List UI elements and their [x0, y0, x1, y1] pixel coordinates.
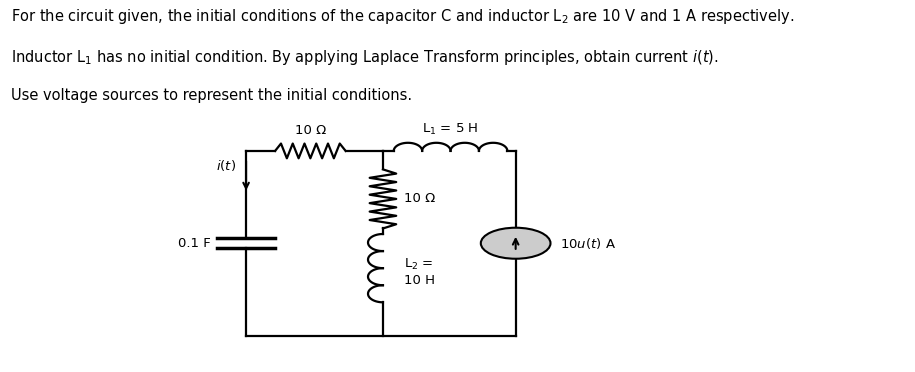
- Circle shape: [480, 228, 551, 259]
- Text: 0.1 F: 0.1 F: [178, 237, 210, 250]
- Text: For the circuit given, the initial conditions of the capacitor C and inductor L$: For the circuit given, the initial condi…: [11, 7, 795, 26]
- Text: Use voltage sources to represent the initial conditions.: Use voltage sources to represent the ini…: [11, 88, 413, 103]
- Text: 10 Ω: 10 Ω: [404, 192, 435, 205]
- Text: L$_2$ =
10 H: L$_2$ = 10 H: [404, 257, 435, 287]
- Text: 10 Ω: 10 Ω: [295, 124, 326, 137]
- Text: Inductor L$_1$ has no initial condition. By applying Laplace Transform principle: Inductor L$_1$ has no initial condition.…: [11, 48, 719, 67]
- Text: 10$u(t)$ A: 10$u(t)$ A: [561, 236, 617, 251]
- Text: $i(t)$: $i(t)$: [216, 158, 236, 173]
- Text: L$_1$ = 5 H: L$_1$ = 5 H: [422, 122, 479, 137]
